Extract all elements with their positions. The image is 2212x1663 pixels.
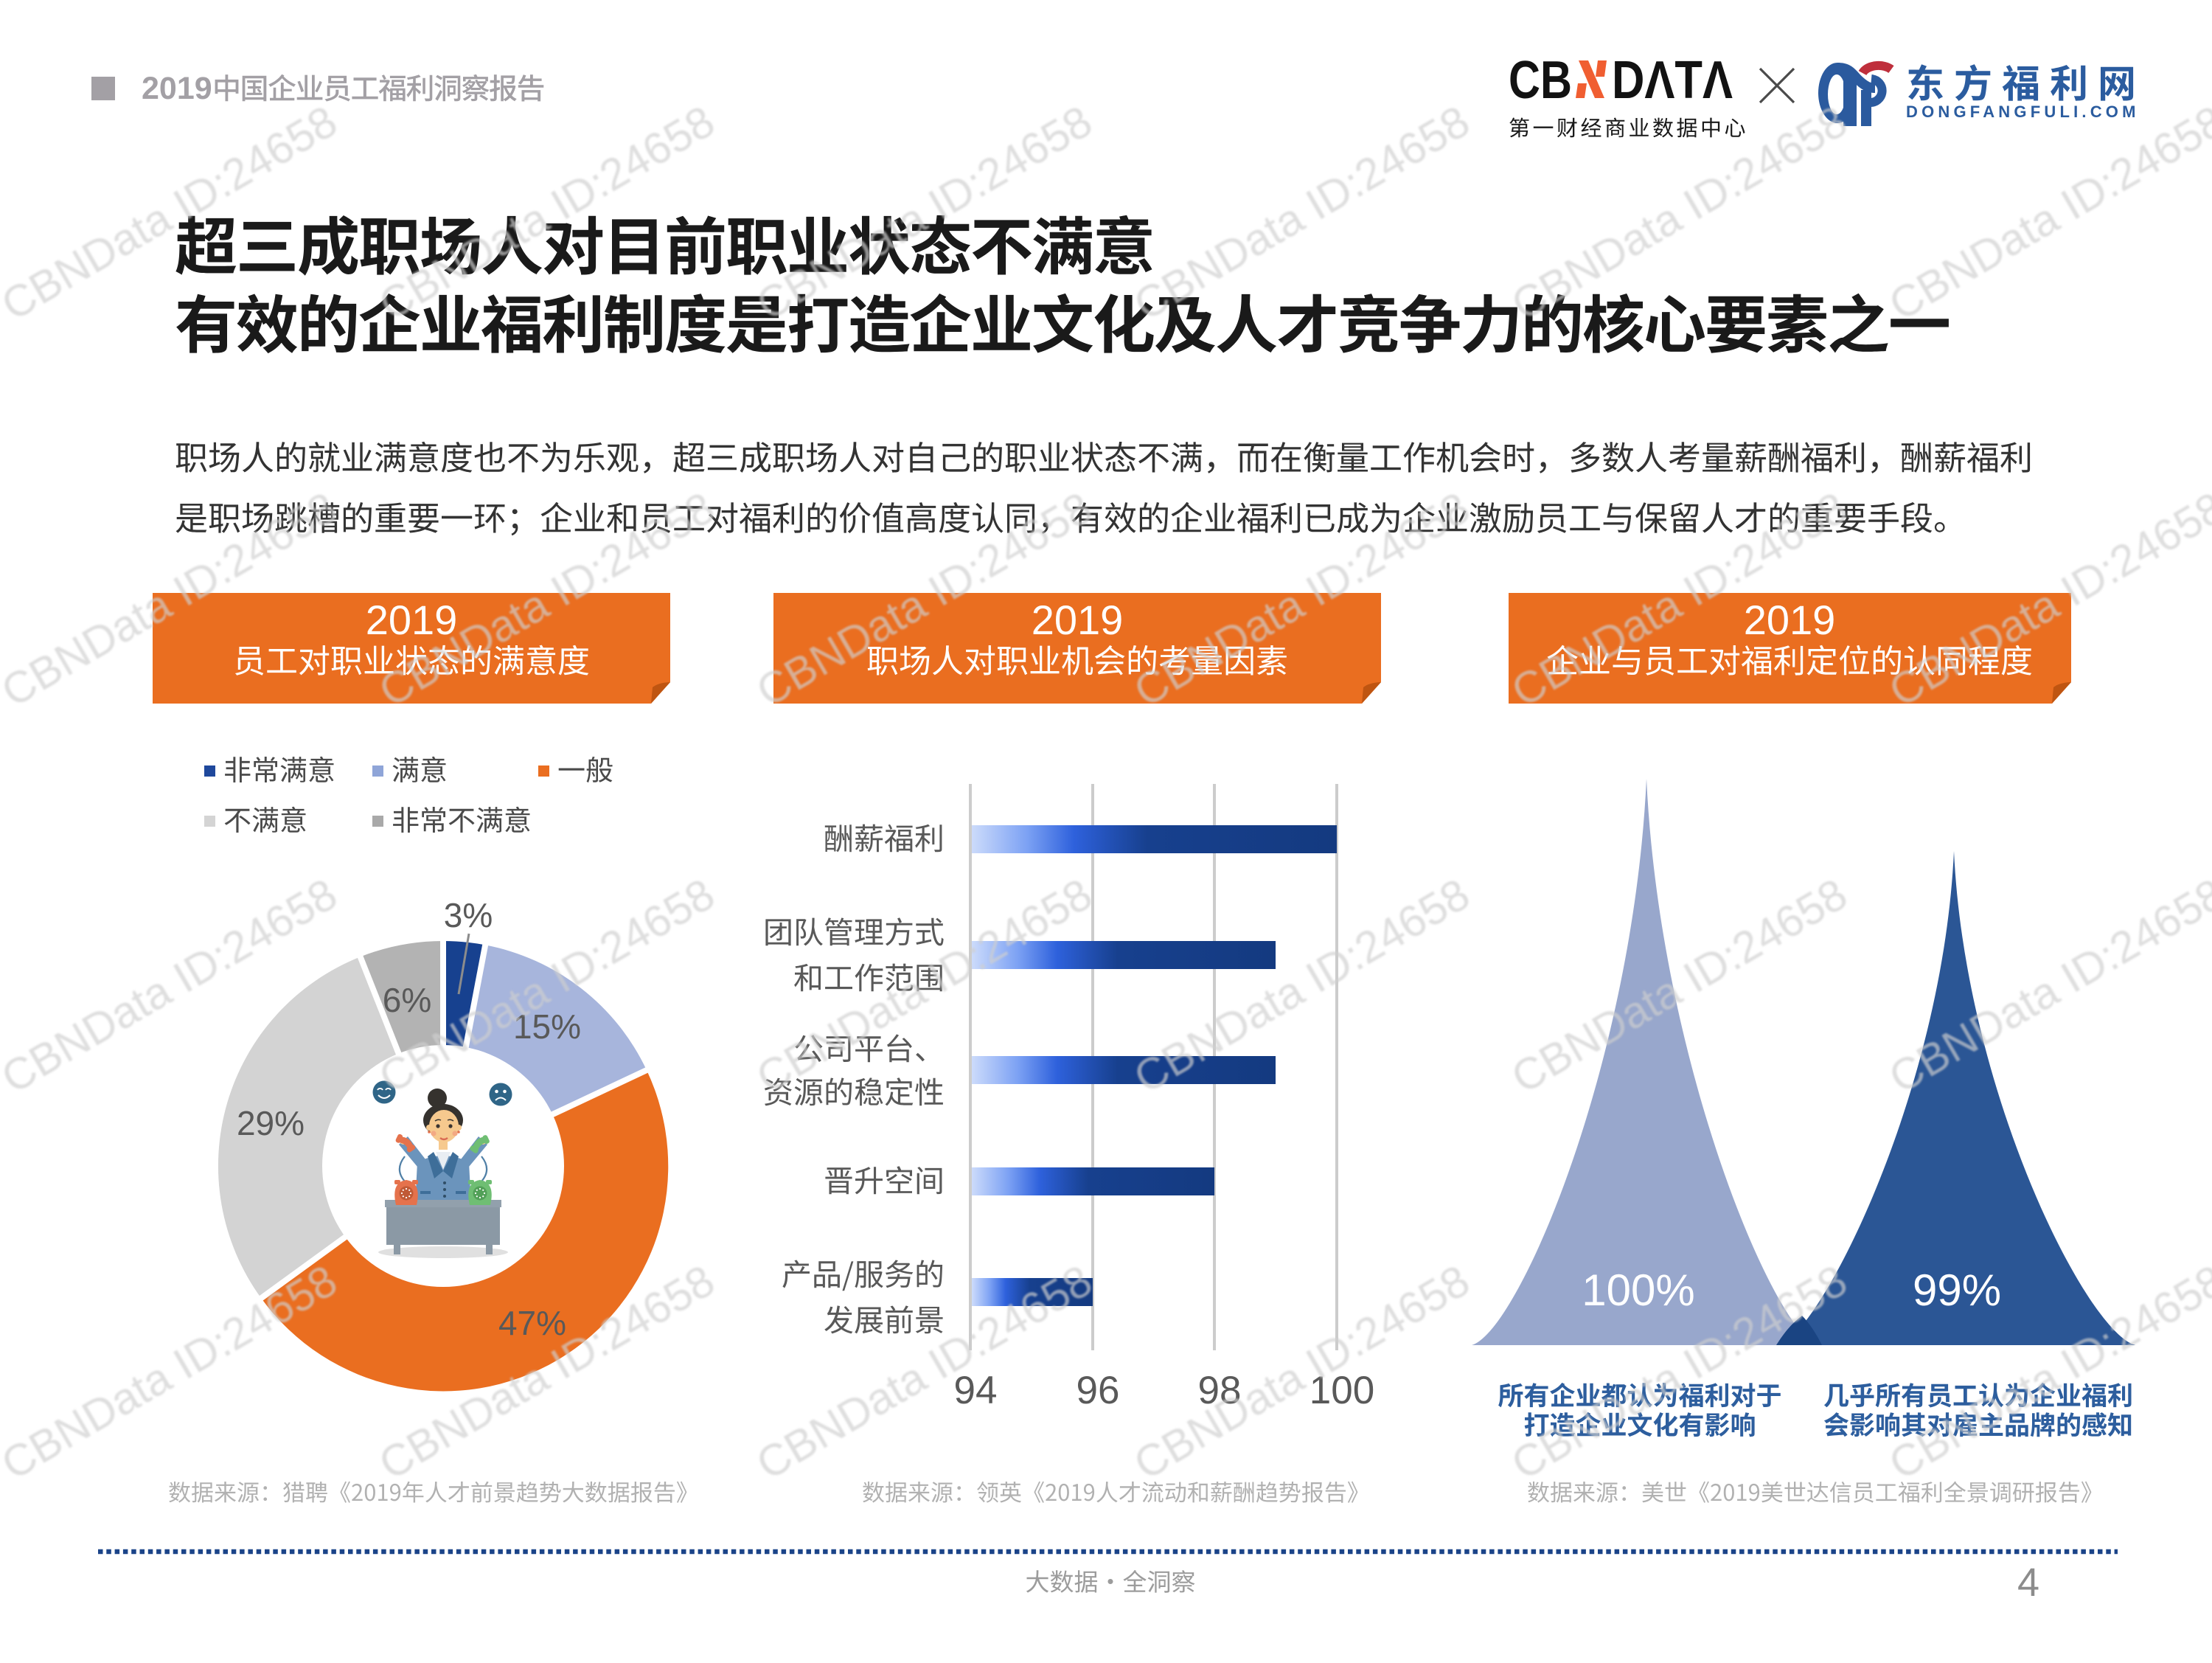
svg-text:2019: 2019 (1744, 597, 1836, 643)
svg-text:99%: 99% (1913, 1266, 2001, 1315)
svg-text:98: 98 (1198, 1369, 1242, 1412)
svg-text:15%: 15% (513, 1007, 581, 1046)
svg-text:2019: 2019 (142, 71, 212, 106)
svg-text:2019: 2019 (1032, 597, 1124, 643)
svg-text:100: 100 (1310, 1369, 1374, 1412)
svg-text:4: 4 (2017, 1560, 2039, 1605)
svg-text:100%: 100% (1582, 1266, 1694, 1315)
svg-text:47%: 47% (498, 1304, 566, 1342)
svg-text:DΛTΛ: DΛTΛ (1612, 51, 1733, 110)
svg-text:96: 96 (1077, 1369, 1120, 1412)
svg-text:6%: 6% (383, 981, 431, 1019)
svg-text:3%: 3% (444, 896, 493, 934)
svg-text:DONGFANGFULI.COM: DONGFANGFULI.COM (1906, 103, 2140, 121)
svg-text:2019: 2019 (366, 597, 458, 643)
svg-text:CB: CB (1509, 51, 1572, 110)
svg-text:94: 94 (954, 1369, 998, 1412)
svg-text:29%: 29% (237, 1104, 305, 1142)
